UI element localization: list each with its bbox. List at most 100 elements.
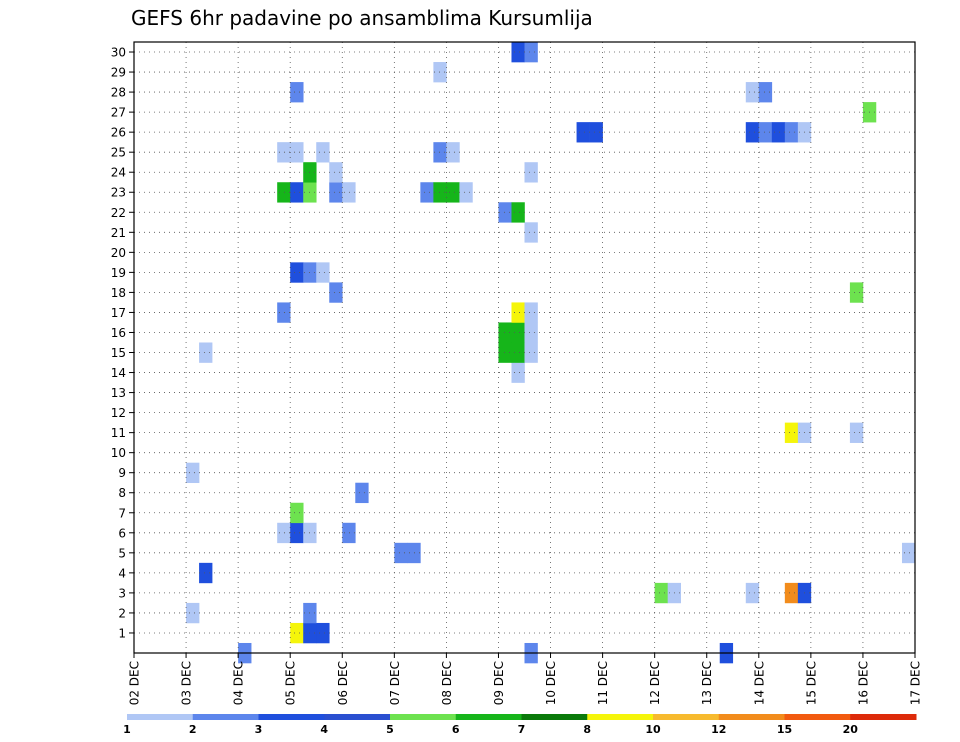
legend-label: 1 [123,723,131,736]
y-tick-label: 6 [118,526,126,540]
y-tick-label: 2 [118,606,126,620]
heatmap-cell [511,362,525,383]
y-tick-label: 16 [111,326,126,340]
heatmap-cell [342,522,356,544]
y-tick-label: 11 [111,426,126,440]
y-tick-label: 15 [111,346,126,360]
heatmap-cell [329,162,343,183]
y-tick-label: 14 [111,366,126,380]
heatmap-cell [524,302,538,323]
heatmap-cell [277,302,291,323]
x-tick-label: 13 DEC [700,661,714,705]
heatmap-cell [290,262,304,283]
legend-label: 3 [255,723,263,736]
x-tick-label: 17 DEC [909,661,923,705]
heatmap-cell [433,182,447,203]
heatmap-cell [433,62,447,83]
heatmap-cell [511,302,525,323]
legend-label: 7 [518,723,526,736]
legend-swatch [258,714,325,720]
y-tick-label: 19 [111,266,126,280]
heatmap-cell [498,202,512,223]
y-tick-label: 18 [111,286,126,300]
x-tick-label: 03 DEC [180,661,194,705]
legend-swatch [127,714,194,720]
legend-swatch [192,714,259,720]
heatmap-cell [316,622,330,644]
y-tick-label: 30 [111,46,126,60]
x-tick-label: 04 DEC [232,661,246,705]
heatmap-cell [394,542,408,564]
y-axis: 1234567891011121314151617181920212223242… [111,46,134,640]
heatmap-cell [849,282,864,303]
y-tick-label: 23 [111,186,126,200]
x-tick-label: 16 DEC [856,661,870,705]
y-tick-label: 20 [111,246,126,260]
heatmap-cell [745,582,760,604]
y-tick-label: 9 [118,466,126,480]
heatmap-cell [511,342,525,363]
heatmap-cell [524,162,538,183]
legend-swatch [455,714,522,720]
x-tick-label: 11 DEC [596,661,610,705]
heatmap-cell [745,82,760,103]
x-tick-label: 09 DEC [492,661,506,705]
y-tick-label: 25 [111,146,126,160]
heatmap-cell [758,122,773,143]
heatmap-cell [277,522,291,544]
legend-swatch [587,714,654,720]
heatmap-cell [290,622,304,644]
heatmap-cell [316,142,330,163]
x-tick-label: 07 DEC [388,661,402,705]
heatmap-cell [290,182,304,203]
heatmap-cell [576,122,590,143]
grid-lines [134,42,915,653]
heatmap-cell [433,142,447,163]
x-tick-label: 10 DEC [544,661,558,705]
y-tick-label: 29 [111,66,126,80]
y-tick-label: 12 [111,406,126,420]
heatmap-cell [784,582,799,604]
heatmap-cells [186,42,916,664]
x-tick-label: 06 DEC [336,661,350,705]
heatmap-cell [654,582,668,604]
chart-title: GEFS 6hr padavine po ansamblima Kursumli… [131,6,593,30]
plot-frame [133,41,916,654]
heatmap-cell [459,182,473,203]
heatmap-cell [784,422,799,443]
x-tick-label: 15 DEC [804,661,818,705]
heatmap-cell [199,562,213,584]
heatmap-cell [186,462,200,484]
heatmap-cell [342,182,356,203]
legend-swatch [653,714,720,720]
heatmap-cell [355,482,369,504]
heatmap-cell [524,342,538,363]
x-tick-label: 02 DEC [128,661,142,705]
heatmap-cell [199,342,213,363]
legend-label: 8 [583,723,591,736]
heatmap-cell [784,122,799,143]
legend-swatch [390,714,457,720]
y-tick-label: 1 [118,626,126,640]
legend-label: 5 [386,723,394,736]
y-tick-label: 8 [118,486,126,500]
y-tick-label: 22 [111,206,126,220]
heatmap-cell [290,502,304,524]
legend-swatch [718,714,785,720]
heatmap-cell [277,182,291,203]
legend-swatch [521,714,588,720]
heatmap-cell [524,222,538,243]
y-tick-label: 10 [111,446,126,460]
legend-label: 20 [843,723,859,736]
y-tick-label: 4 [118,566,126,580]
x-tick-label: 08 DEC [440,661,454,705]
legend-label: 6 [452,723,460,736]
heatmap-cell [186,602,200,624]
y-tick-label: 24 [111,166,126,180]
heatmap-cell [446,182,460,203]
y-tick-label: 26 [111,126,126,140]
y-tick-label: 13 [111,386,126,400]
legend-swatch [850,714,917,720]
heatmap-cell [511,322,525,343]
